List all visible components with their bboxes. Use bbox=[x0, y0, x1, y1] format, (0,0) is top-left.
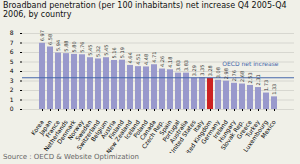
svg-text:7: 7 bbox=[10, 39, 14, 46]
svg-text:Greece: Greece bbox=[234, 118, 253, 141]
svg-text:Belgium: Belgium bbox=[89, 118, 109, 143]
svg-text:Mexico: Mexico bbox=[259, 119, 277, 140]
svg-text:5.16: 5.16 bbox=[111, 48, 117, 59]
svg-text:Turkey: Turkey bbox=[244, 118, 261, 139]
svg-text:0: 0 bbox=[10, 106, 14, 113]
svg-text:1.33: 1.33 bbox=[271, 84, 277, 95]
svg-text:5.76: 5.76 bbox=[79, 42, 85, 53]
svg-text:5.32: 5.32 bbox=[95, 46, 101, 57]
svg-text:Finland: Finland bbox=[106, 118, 125, 141]
svg-text:5.45: 5.45 bbox=[103, 45, 109, 56]
svg-text:5.19: 5.19 bbox=[119, 47, 125, 58]
svg-text:4: 4 bbox=[10, 68, 14, 75]
svg-text:2.98: 2.98 bbox=[223, 68, 229, 79]
svg-text:Germany: Germany bbox=[199, 118, 221, 146]
svg-text:4.18: 4.18 bbox=[167, 57, 173, 68]
svg-text:Hungary: Hungary bbox=[216, 118, 237, 144]
svg-text:2.53: 2.53 bbox=[247, 73, 253, 84]
svg-text:3.83: 3.83 bbox=[183, 60, 189, 71]
svg-text:Denmark: Denmark bbox=[55, 118, 77, 146]
html-text:Broadband penetration (per 100: Broadband penetration (per 100 inhabitan… bbox=[3, 1, 287, 20]
svg-text:5.80: 5.80 bbox=[71, 42, 77, 53]
svg-text:Switzerland: Switzerland bbox=[75, 118, 101, 152]
svg-text:France: France bbox=[43, 118, 61, 140]
svg-text:3.83: 3.83 bbox=[175, 60, 181, 71]
svg-text:Norway: Norway bbox=[66, 118, 85, 142]
svg-text:4.64: 4.64 bbox=[127, 53, 133, 64]
svg-text:1.73: 1.73 bbox=[263, 80, 269, 91]
svg-text:3.08: 3.08 bbox=[215, 67, 221, 78]
svg-text:Netherlands: Netherlands bbox=[42, 118, 69, 153]
svg-text:5.94: 5.94 bbox=[55, 40, 61, 51]
svg-text:6.97: 6.97 bbox=[39, 31, 45, 42]
svg-text:Iceland: Iceland bbox=[122, 118, 141, 141]
svg-text:4.71: 4.71 bbox=[151, 52, 157, 63]
svg-text:Spain: Spain bbox=[157, 118, 173, 137]
svg-text:3: 3 bbox=[10, 77, 14, 84]
svg-text:Poland: Poland bbox=[131, 118, 149, 140]
svg-text:4.48: 4.48 bbox=[143, 54, 149, 65]
svg-text:1: 1 bbox=[10, 96, 14, 103]
svg-text:3.29: 3.29 bbox=[191, 65, 197, 76]
svg-text:8: 8 bbox=[10, 30, 14, 37]
svg-text:2.76: 2.76 bbox=[231, 71, 237, 82]
svg-text:Korea: Korea bbox=[29, 118, 45, 137]
svg-text:Slovak Rep.: Slovak Rep. bbox=[219, 118, 245, 152]
svg-text:2: 2 bbox=[10, 87, 14, 94]
svg-text:2.31: 2.31 bbox=[255, 75, 261, 86]
svg-text:2.68: 2.68 bbox=[239, 71, 245, 82]
svg-text:5: 5 bbox=[10, 58, 14, 65]
svg-text:Sweden: Sweden bbox=[73, 118, 93, 143]
html-text:Source : OECD & Website Optimi: Source : OECD & Website Optimization bbox=[3, 153, 139, 162]
svg-text:OECD net increase: OECD net increase bbox=[222, 60, 279, 67]
svg-text:4.51: 4.51 bbox=[135, 54, 141, 65]
svg-text:Portugal: Portugal bbox=[160, 118, 181, 144]
svg-text:Ireland: Ireland bbox=[211, 118, 229, 140]
svg-text:Czech Rep.: Czech Rep. bbox=[140, 118, 165, 151]
svg-text:6: 6 bbox=[10, 49, 14, 56]
svg-text:Canada: Canada bbox=[138, 118, 157, 142]
svg-text:Austria: Austria bbox=[99, 118, 117, 141]
svg-text:Italy: Italy bbox=[191, 118, 205, 134]
svg-text:Australia: Australia bbox=[167, 118, 189, 145]
svg-text:3.35: 3.35 bbox=[199, 65, 205, 76]
svg-text:6.58: 6.58 bbox=[47, 34, 53, 45]
svg-text:3.28: 3.28 bbox=[207, 66, 213, 77]
svg-text:5.45: 5.45 bbox=[87, 45, 93, 56]
svg-text:5.88: 5.88 bbox=[63, 41, 69, 52]
svg-text:4.26: 4.26 bbox=[159, 56, 165, 67]
svg-text:Japan: Japan bbox=[37, 118, 53, 137]
